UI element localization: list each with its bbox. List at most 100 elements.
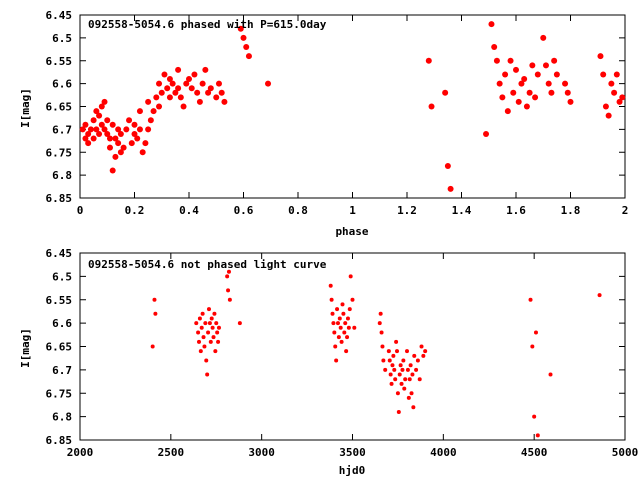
unphased-data-point bbox=[335, 307, 340, 312]
unphased-data-point bbox=[406, 395, 411, 400]
phased-data-point bbox=[551, 57, 558, 64]
unphased-data-point bbox=[152, 297, 157, 302]
phased-data-point bbox=[79, 126, 86, 133]
unphased-data-point bbox=[198, 349, 203, 354]
unphased-data-point bbox=[533, 330, 538, 335]
unphased-data-point bbox=[340, 302, 345, 307]
phased-data-point bbox=[123, 126, 130, 133]
phased-data-point bbox=[542, 62, 549, 69]
unphased-light-curve-panel: 2000 2500 3000 3500 4000 4500 5000 6.45 6.5 6.55… bbox=[19, 247, 638, 477]
phased-data-point bbox=[425, 57, 432, 64]
unphased-y-tick-label: 6.55 bbox=[46, 294, 73, 307]
unphased-data-point bbox=[597, 293, 602, 298]
unphased-data-point bbox=[403, 377, 408, 382]
phased-data-point bbox=[166, 76, 173, 83]
phased-data-point bbox=[101, 98, 108, 105]
phased-data-point bbox=[600, 71, 607, 78]
unphased-data-point bbox=[378, 311, 383, 316]
unphased-data-point bbox=[210, 325, 215, 330]
unphased-data-point bbox=[389, 381, 394, 386]
unphased-data-point bbox=[421, 353, 426, 358]
unphased-data-point bbox=[414, 367, 419, 372]
phased-data-point bbox=[106, 135, 113, 142]
unphased-data-point bbox=[200, 311, 205, 316]
phased-data-point bbox=[115, 140, 122, 147]
unphased-data-point bbox=[352, 325, 357, 330]
phased-data-point bbox=[428, 103, 435, 110]
unphased-data-point bbox=[342, 330, 347, 335]
unphased-data-point bbox=[410, 372, 415, 377]
phased-data-point bbox=[82, 121, 89, 128]
unphased-data-point bbox=[334, 358, 339, 363]
unphased-x-tick-label: 4500 bbox=[521, 446, 548, 459]
unphased-data-point bbox=[383, 367, 388, 372]
unphased-data-point bbox=[345, 335, 350, 340]
unphased-data-point bbox=[337, 316, 342, 321]
unphased-data-point bbox=[201, 335, 206, 340]
phased-data-point bbox=[444, 162, 451, 169]
phased-data-point bbox=[493, 57, 500, 64]
unphased-x-tick-label: 3500 bbox=[339, 446, 366, 459]
unphased-data-point bbox=[197, 316, 202, 321]
phased-data-point bbox=[215, 80, 222, 87]
unphased-data-point bbox=[343, 321, 348, 326]
unphased-data-point bbox=[211, 335, 216, 340]
unphased-x-tick-label: 5000 bbox=[612, 446, 639, 459]
phased-data-point bbox=[447, 185, 454, 192]
phased-data-point bbox=[567, 98, 574, 105]
phased-data-point bbox=[515, 98, 522, 105]
unphased-data-point bbox=[209, 316, 214, 321]
phased-data-point bbox=[548, 89, 555, 96]
phased-data-point bbox=[131, 130, 138, 137]
unphased-x-tick-label: 3000 bbox=[248, 446, 275, 459]
phased-data-point bbox=[175, 85, 182, 92]
unphased-chart-title: 092558-5054.6 not phased light curve bbox=[88, 258, 327, 271]
phased-data-point bbox=[175, 66, 182, 73]
phased-data-point bbox=[85, 140, 92, 147]
phased-data-point bbox=[90, 117, 97, 124]
unphased-plot-frame bbox=[79, 252, 626, 441]
phased-data-point bbox=[90, 135, 97, 142]
unphased-data-point bbox=[199, 325, 204, 330]
phased-chart-title: 092558-5054.6 phased with P=615.0day bbox=[88, 18, 327, 31]
phased-data-point bbox=[134, 135, 141, 142]
phased-data-point bbox=[109, 121, 116, 128]
unphased-data-point bbox=[530, 344, 535, 349]
unphased-data-point bbox=[387, 358, 392, 363]
unphased-y-tick-label: 6.65 bbox=[46, 341, 73, 354]
unphased-data-point bbox=[423, 349, 428, 354]
unphased-data-point bbox=[213, 349, 218, 354]
phased-axis-ticks bbox=[79, 14, 626, 199]
unphased-data-point bbox=[391, 353, 396, 358]
unphased-data-point bbox=[408, 363, 413, 368]
unphased-data-point bbox=[339, 339, 344, 344]
phased-data-point bbox=[540, 34, 547, 41]
unphased-data-point bbox=[150, 344, 155, 349]
phased-y-tick-label: 6.55 bbox=[46, 55, 73, 68]
unphased-data-point bbox=[405, 367, 410, 372]
phased-data-point bbox=[545, 80, 552, 87]
phased-data-point bbox=[496, 80, 503, 87]
phased-data-point bbox=[131, 121, 138, 128]
phased-light-curve-panel: 0 0.2 0.4 0.6 0.8 1 1.2 1.4 1.6 1.8 2 6.456.56.556… bbox=[19, 9, 628, 238]
phased-data-point bbox=[145, 98, 152, 105]
unphased-y-tick-label: 6.6 bbox=[52, 317, 72, 330]
unphased-data-point bbox=[216, 339, 221, 344]
phased-data-point bbox=[101, 126, 108, 133]
phased-y-axis-label: I[mag] bbox=[19, 88, 32, 128]
phased-data-point bbox=[521, 76, 528, 83]
phased-data-point bbox=[442, 89, 449, 96]
unphased-data-point bbox=[412, 353, 417, 358]
unphased-data-point bbox=[332, 330, 337, 335]
phased-data-point bbox=[205, 89, 212, 96]
phased-data-point bbox=[265, 80, 272, 87]
unphased-data-point bbox=[226, 269, 231, 274]
unphased-data-point bbox=[202, 344, 207, 349]
phased-data-point bbox=[534, 71, 541, 78]
unphased-x-tick-labels: 2000 2500 3000 3500 4000 4500 5000 bbox=[67, 446, 639, 459]
phased-data-point bbox=[218, 89, 225, 96]
phased-data-point bbox=[243, 44, 250, 51]
phased-data-point bbox=[608, 80, 615, 87]
unphased-data-point bbox=[393, 377, 398, 382]
phased-data-point bbox=[98, 103, 105, 110]
